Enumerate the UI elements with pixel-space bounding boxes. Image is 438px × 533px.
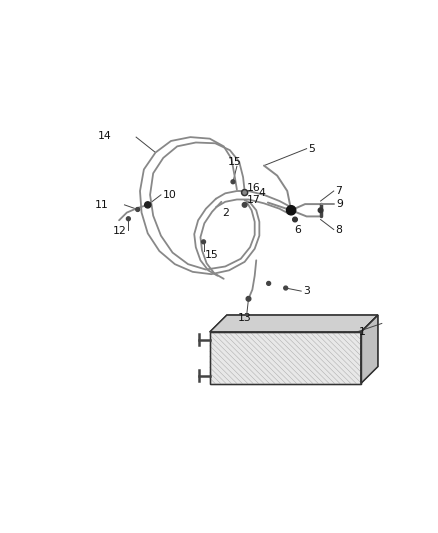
Circle shape — [267, 281, 271, 285]
Text: 10: 10 — [162, 190, 177, 200]
Text: 1: 1 — [359, 327, 365, 337]
Circle shape — [242, 203, 247, 207]
Text: 13: 13 — [238, 313, 251, 323]
Text: 5: 5 — [308, 144, 315, 154]
Circle shape — [145, 202, 151, 208]
Text: 17: 17 — [247, 195, 261, 205]
Text: 9: 9 — [336, 199, 343, 209]
Polygon shape — [210, 332, 361, 384]
Circle shape — [246, 296, 251, 301]
Text: 11: 11 — [95, 200, 109, 210]
Text: 15: 15 — [205, 250, 219, 260]
Circle shape — [241, 189, 248, 196]
Text: 16: 16 — [247, 183, 261, 193]
Text: 15: 15 — [228, 157, 241, 167]
Circle shape — [284, 286, 288, 290]
Text: 6: 6 — [294, 225, 301, 235]
Circle shape — [201, 240, 205, 244]
Text: 3: 3 — [303, 286, 310, 296]
Text: 8: 8 — [336, 224, 342, 235]
Text: 7: 7 — [336, 186, 342, 196]
Circle shape — [293, 217, 297, 222]
Circle shape — [231, 180, 235, 184]
Text: 14: 14 — [97, 131, 111, 141]
Circle shape — [136, 207, 140, 212]
Polygon shape — [210, 315, 378, 332]
Polygon shape — [361, 315, 378, 384]
Circle shape — [286, 206, 296, 215]
Text: 2: 2 — [222, 207, 229, 217]
Circle shape — [127, 217, 131, 221]
Circle shape — [318, 208, 323, 213]
Text: 12: 12 — [113, 226, 127, 236]
Text: 4: 4 — [258, 188, 265, 198]
Circle shape — [243, 191, 246, 194]
